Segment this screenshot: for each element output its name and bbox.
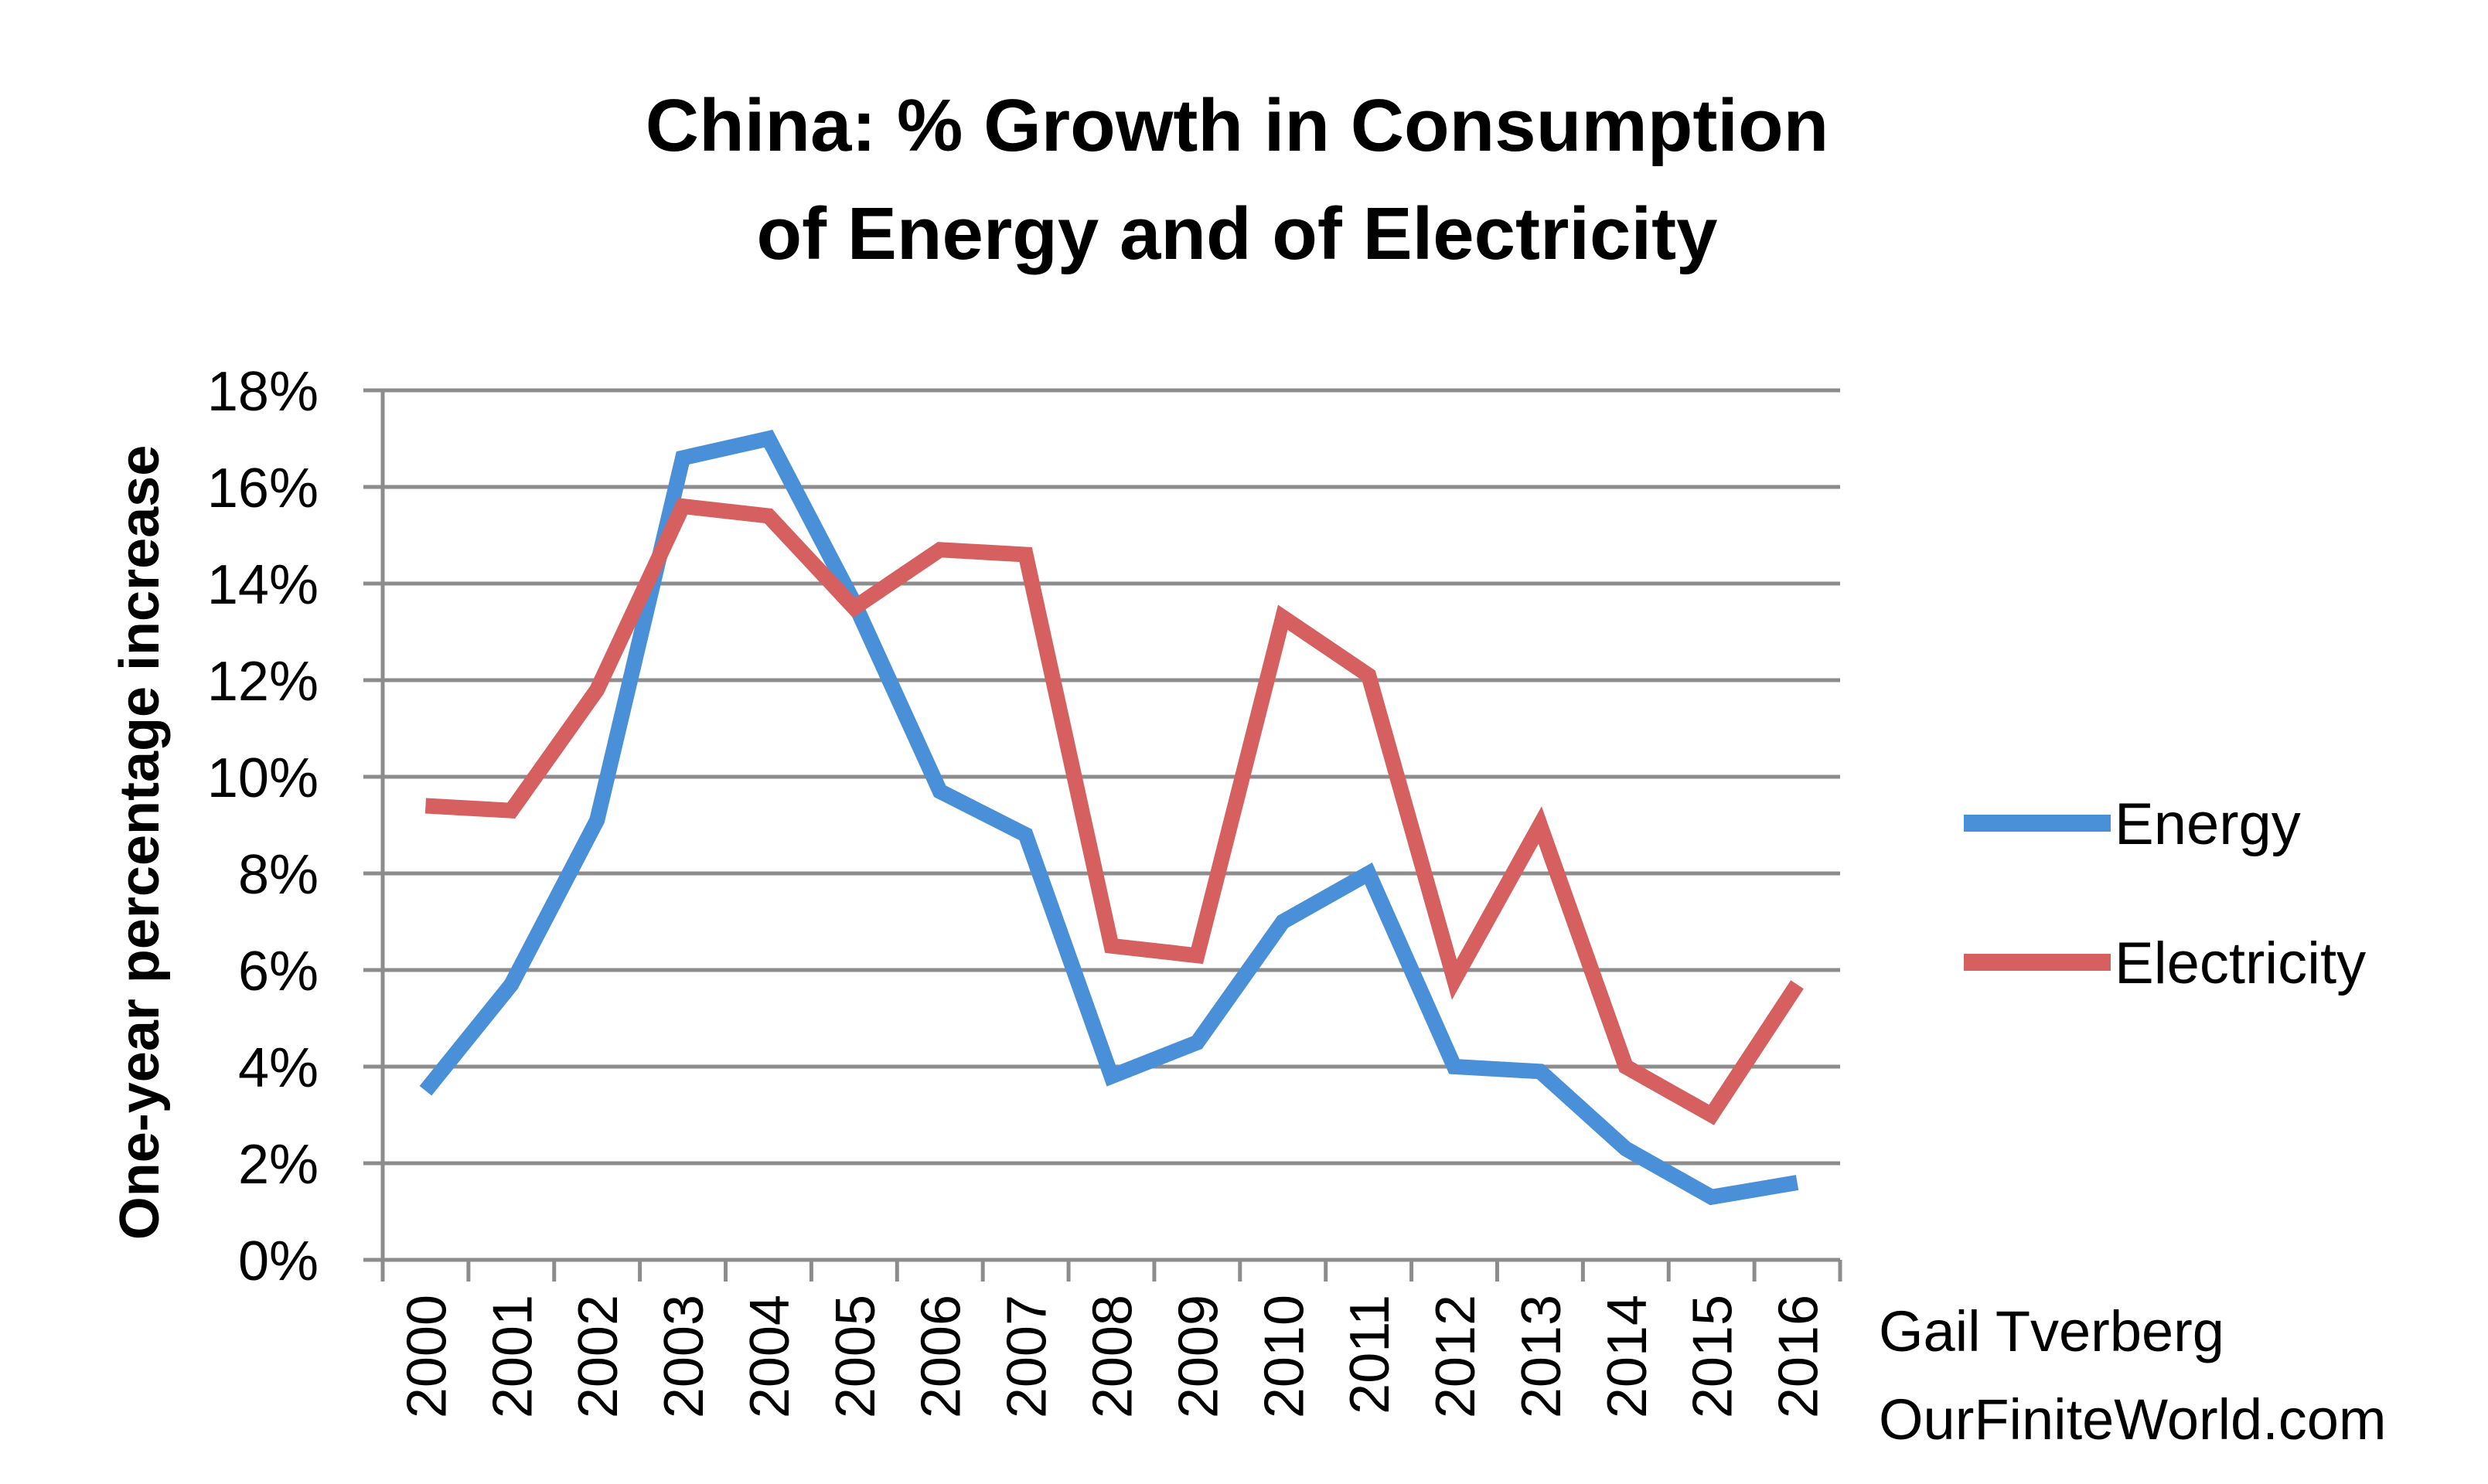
y-tick-label: 6% bbox=[238, 941, 319, 1002]
y-axis-tick-labels: 0% 2% 4% 6% 8% 10% 12% 14% 16% 18% bbox=[207, 361, 319, 1292]
x-tick-label: 2007 bbox=[997, 1295, 1058, 1418]
credit-site: OurFiniteWorld.com bbox=[1879, 1387, 2387, 1452]
x-tick-label: 2001 bbox=[482, 1295, 544, 1418]
y-tick-label: 18% bbox=[207, 361, 319, 423]
x-tick-label: 2016 bbox=[1768, 1295, 1830, 1418]
series-line-energy bbox=[419, 430, 1799, 1206]
x-tick-label: 2008 bbox=[1082, 1295, 1144, 1418]
chart-title-line1: China: % Growth in Consumption bbox=[646, 84, 1829, 167]
y-axis-title: One-year percentage increase bbox=[109, 445, 171, 1241]
x-tick-label: 2012 bbox=[1425, 1295, 1487, 1418]
x-tick-label: 2000 bbox=[396, 1295, 458, 1418]
y-tick-label: 0% bbox=[238, 1230, 319, 1292]
y-tick-label: 4% bbox=[238, 1037, 319, 1099]
legend-label-energy: Energy bbox=[2115, 791, 2301, 857]
x-tick-label: 2015 bbox=[1682, 1295, 1744, 1418]
x-tick-label: 2013 bbox=[1511, 1295, 1573, 1418]
chart-title-line2: of Energy and of Electricity bbox=[757, 192, 1718, 275]
legend: Energy Electricity bbox=[1964, 791, 2366, 996]
y-tick-label: 10% bbox=[207, 747, 319, 809]
x-tick-label: 2004 bbox=[739, 1295, 801, 1418]
x-axis-tick-labels: 2000 2001 2002 2003 2004 2005 2006 2007 2008 2009… bbox=[396, 1295, 1829, 1418]
x-tick-label: 2010 bbox=[1253, 1295, 1315, 1418]
x-tick-label: 2011 bbox=[1339, 1295, 1401, 1414]
y-tick-label: 16% bbox=[207, 458, 319, 519]
y-tick-label: 8% bbox=[238, 844, 319, 906]
x-tick-label: 2014 bbox=[1597, 1295, 1658, 1418]
series-line-electricity bbox=[424, 498, 1804, 1125]
x-tick-label: 2009 bbox=[1167, 1295, 1229, 1418]
x-tick-label: 2003 bbox=[653, 1295, 715, 1418]
y-tick-label: 2% bbox=[238, 1134, 319, 1196]
x-axis bbox=[363, 390, 1842, 1281]
y-tick-label: 12% bbox=[207, 651, 319, 713]
x-tick-label: 2002 bbox=[567, 1295, 629, 1418]
legend-label-electricity: Electricity bbox=[2115, 931, 2366, 996]
series-lines bbox=[419, 430, 1804, 1206]
credit-author: Gail Tverberg bbox=[1879, 1299, 2224, 1363]
x-tick-label: 2006 bbox=[911, 1295, 973, 1418]
y-tick-label: 14% bbox=[207, 554, 319, 616]
x-tick-label: 2005 bbox=[825, 1295, 887, 1418]
